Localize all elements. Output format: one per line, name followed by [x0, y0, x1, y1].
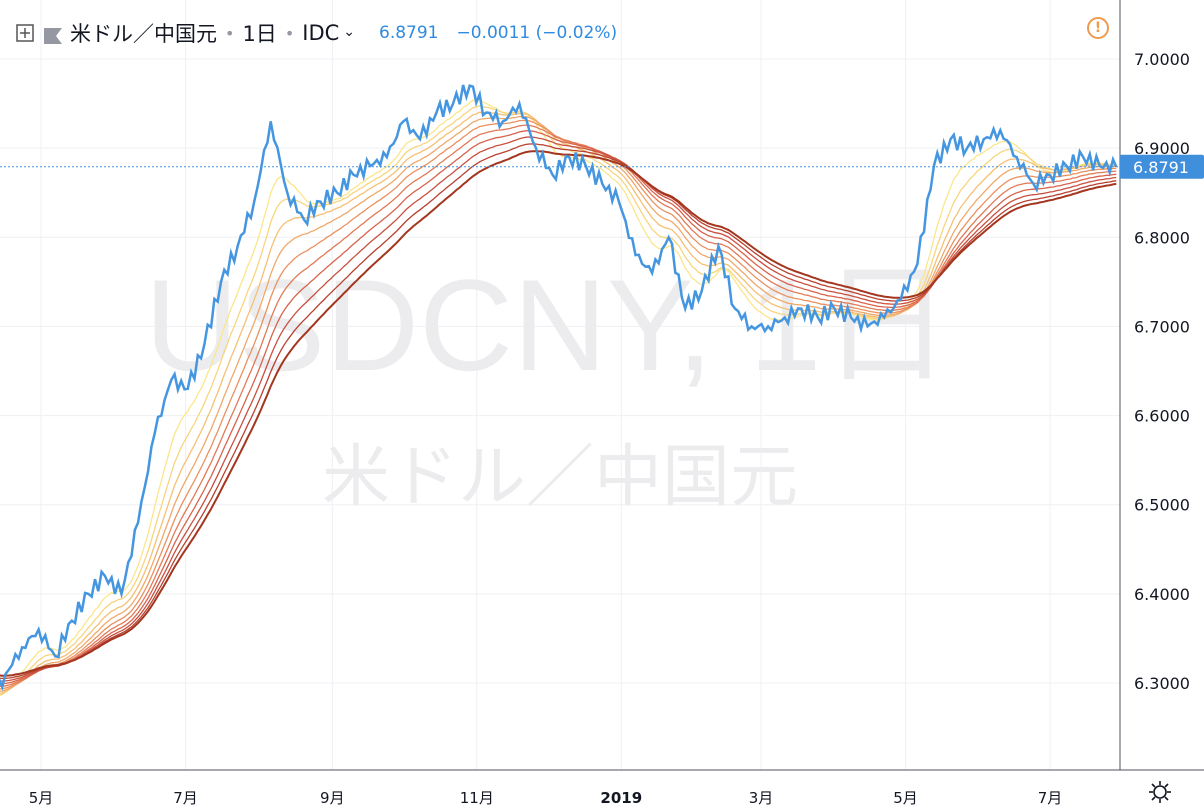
- price-change: −0.0011 (−0.02%): [456, 23, 618, 43]
- source-button[interactable]: IDC ⌄: [302, 21, 355, 45]
- watermark-symbol: USDCNY, 1日: [145, 252, 952, 398]
- price-line: [0, 84, 1118, 692]
- separator-dot: •: [284, 23, 295, 43]
- x-tick-label-3: 11月: [460, 789, 494, 807]
- y-tick-label-0: 7.0000: [1134, 50, 1190, 69]
- gear-icon[interactable]: [1148, 780, 1172, 804]
- ribbon-ma-8: [0, 143, 1117, 680]
- ribbon-ma-5: [0, 124, 1117, 687]
- x-tick-label-7: 7月: [1038, 789, 1063, 807]
- interval-button[interactable]: 1日: [242, 22, 277, 46]
- y-tick-label-6: 6.4000: [1134, 585, 1190, 604]
- last-price: 6.8791: [379, 23, 439, 43]
- y-tick-label-4: 6.6000: [1134, 407, 1190, 426]
- y-tick-label-1: 6.9000: [1134, 139, 1190, 158]
- x-tick-label-6: 5月: [893, 789, 918, 807]
- x-axis: 5月 7月 9月 11月 2019 3月 5月 7月: [0, 769, 1204, 807]
- plus-square-icon[interactable]: [14, 22, 36, 44]
- y-tick-label-7: 6.3000: [1134, 674, 1190, 693]
- price-tag: 6.8791: [1120, 154, 1204, 179]
- watermark-name: 米ドル／中国元: [322, 438, 798, 517]
- flag-icon: [44, 25, 62, 44]
- ribbon-ma-4: [0, 119, 1117, 690]
- source-label: IDC: [302, 21, 340, 45]
- ribbon-lines: [0, 98, 1117, 696]
- x-tick-label-5: 3月: [749, 789, 774, 807]
- ribbon-ma-9: [0, 150, 1117, 677]
- y-tick-label-5: 6.5000: [1134, 496, 1190, 515]
- ribbon-ma-3: [0, 115, 1117, 692]
- y-tick-label-2: 6.8000: [1134, 228, 1190, 247]
- ribbon-ma-2: [0, 111, 1117, 694]
- x-tick-label-4: 2019: [600, 789, 642, 807]
- symbol-name[interactable]: 米ドル／中国元: [70, 22, 217, 46]
- chevron-down-icon: ⌄: [343, 24, 356, 40]
- symbol-header: 米ドル／中国元 • 1日 • IDC ⌄ 6.8791 −0.0011 (−0.0…: [0, 16, 617, 50]
- price-tag-label: 6.8791: [1133, 158, 1189, 177]
- ribbon-ma-0: [0, 98, 1117, 696]
- x-tick-label-2: 9月: [320, 789, 345, 807]
- x-tick-label-1: 7月: [173, 789, 198, 807]
- y-axis: 7.0000 6.9000 6.8000 6.7000 6.6000 6.5000 6.40…: [1119, 0, 1190, 770]
- separator-dot: •: [225, 23, 235, 43]
- y-tick-label-3: 6.7000: [1134, 317, 1190, 336]
- ribbon-ma-1: [0, 105, 1117, 696]
- x-tick-label-0: 5月: [29, 789, 54, 807]
- ribbon-ma-7: [0, 136, 1117, 682]
- warning-icon[interactable]: !: [1087, 17, 1109, 39]
